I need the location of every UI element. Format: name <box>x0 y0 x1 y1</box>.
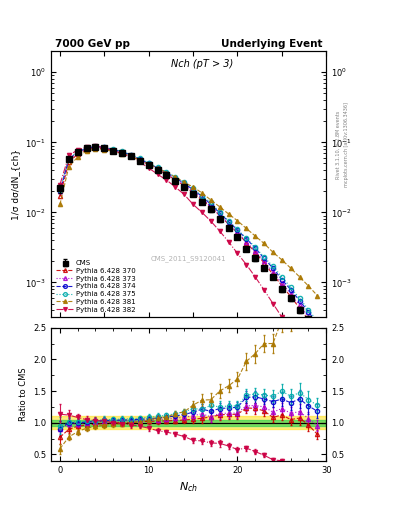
Text: 7000 GeV pp: 7000 GeV pp <box>55 38 130 49</box>
Text: mcplots.cern.ch [arXiv:1306.3436]: mcplots.cern.ch [arXiv:1306.3436] <box>344 102 349 187</box>
Text: Underlying Event: Underlying Event <box>221 38 322 49</box>
X-axis label: $N_{ch}$: $N_{ch}$ <box>179 480 198 494</box>
Text: CMS_2011_S9120041: CMS_2011_S9120041 <box>151 255 226 262</box>
Text: Rivet 3.1.10, ≥ 2.8M events: Rivet 3.1.10, ≥ 2.8M events <box>336 110 341 179</box>
Bar <box>51 416 326 429</box>
Y-axis label: Ratio to CMS: Ratio to CMS <box>18 368 28 421</box>
Bar <box>51 420 326 426</box>
Y-axis label: 1/σ dσ/dN_{ch}: 1/σ dσ/dN_{ch} <box>11 149 20 220</box>
Text: Nch (pT > 3): Nch (pT > 3) <box>171 59 233 69</box>
Legend: CMS, Pythia 6.428 370, Pythia 6.428 373, Pythia 6.428 374, Pythia 6.428 375, Pyt: CMS, Pythia 6.428 370, Pythia 6.428 373,… <box>55 259 137 314</box>
